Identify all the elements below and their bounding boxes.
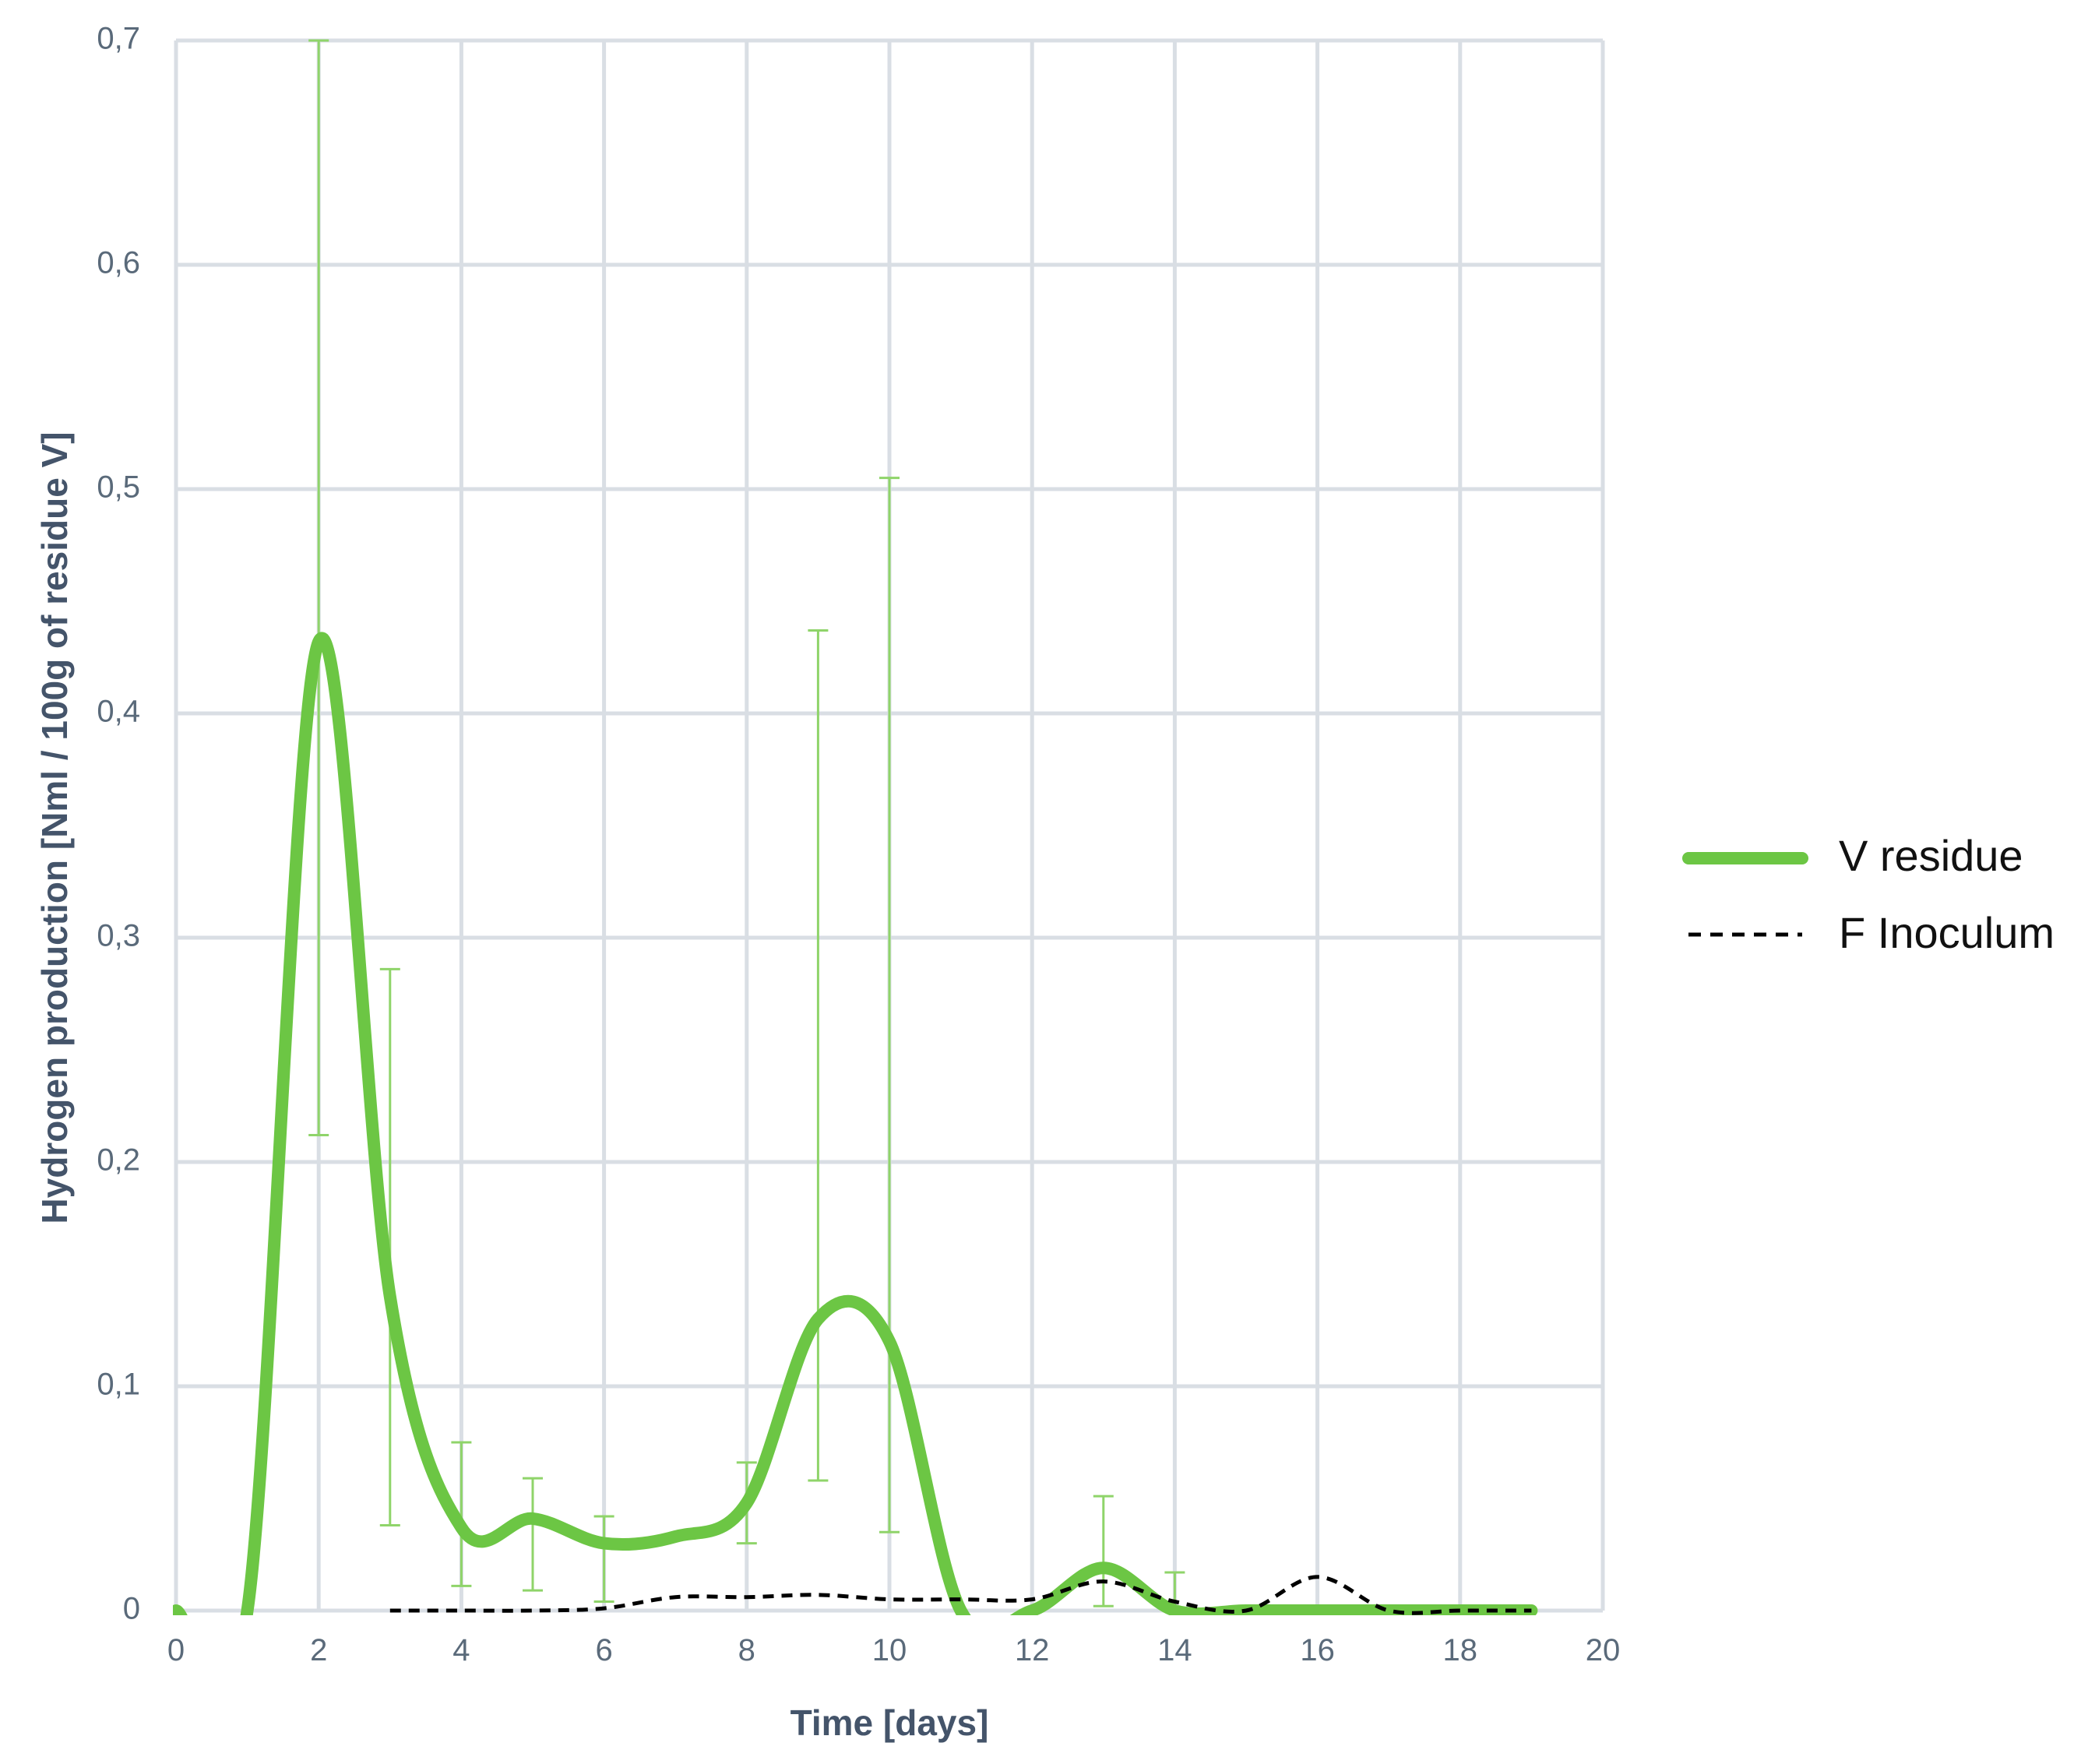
y-tick-label: 0,7 xyxy=(97,22,140,56)
y-tick-label: 0,3 xyxy=(97,919,140,953)
y-axis-title: Hydrogen production [Nml / 100g of resid… xyxy=(34,431,75,1224)
x-tick-label: 4 xyxy=(452,1633,470,1667)
x-axis-ticks: 0 2 4 6 8 10 12 14 16 18 20 xyxy=(167,1633,1620,1667)
x-tick-label: 6 xyxy=(595,1633,612,1667)
x-tick-label: 14 xyxy=(1157,1633,1192,1667)
y-tick-label: 0,1 xyxy=(97,1368,140,1402)
x-tick-label: 18 xyxy=(1443,1633,1478,1667)
x-tick-label: 10 xyxy=(872,1633,907,1667)
y-tick-label: 0,6 xyxy=(97,246,140,280)
x-tick-label: 16 xyxy=(1300,1633,1335,1667)
x-axis-title: Time [days] xyxy=(790,1702,989,1743)
x-tick-label: 2 xyxy=(310,1633,327,1667)
series-line-f-inoculum xyxy=(389,1575,1532,1615)
y-tick-label: 0 xyxy=(123,1592,140,1626)
y-tick-label: 0,5 xyxy=(97,470,140,505)
y-tick-label: 0,2 xyxy=(97,1143,140,1178)
series-lines xyxy=(173,632,1538,1615)
x-tick-label: 12 xyxy=(1015,1633,1050,1667)
legend: V residue F Inoculum xyxy=(1682,831,2055,957)
legend-label-f-inoculum: F Inoculum xyxy=(1839,908,2055,957)
y-axis-ticks: 0 0,1 0,2 0,3 0,4 0,5 0,6 0,7 xyxy=(97,22,140,1626)
y-tick-label: 0,4 xyxy=(97,695,140,729)
x-tick-label: 0 xyxy=(167,1633,185,1667)
x-tick-label: 20 xyxy=(1586,1633,1621,1667)
legend-label-v-residue: V residue xyxy=(1839,831,2023,880)
x-tick-label: 8 xyxy=(738,1633,755,1667)
series-line-v-residue xyxy=(173,632,1538,1615)
